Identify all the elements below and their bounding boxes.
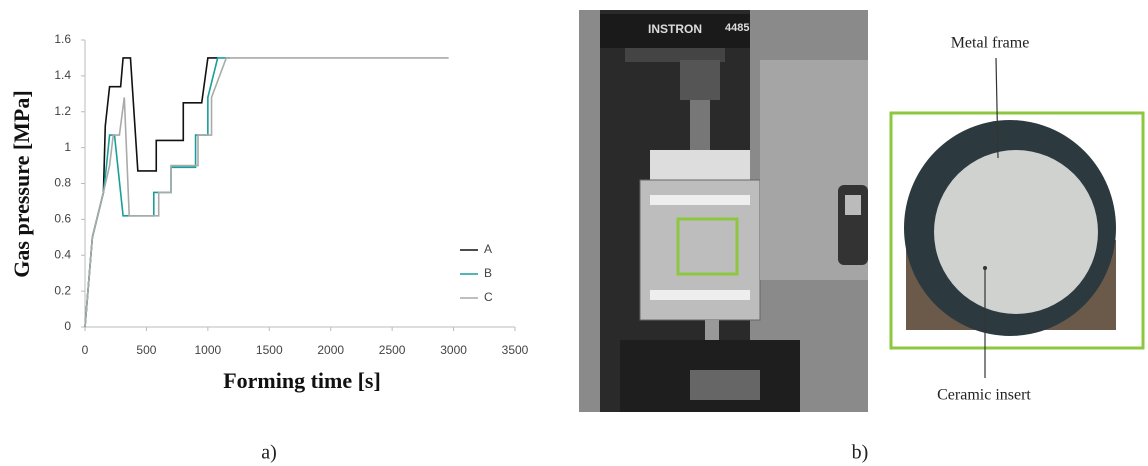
x-tick-label: 3000 [440,343,467,357]
y-tick-label: 1.6 [54,32,71,46]
legend-label: B [484,266,492,280]
x-tick-label: 2000 [317,343,344,357]
series-line [85,58,218,327]
y-tick-label: 0 [64,319,71,333]
x-tick-label: 1000 [195,343,222,357]
machine-model: 4485 [725,22,749,34]
y-axis-title: Gas pressure [MPa] [9,90,34,277]
insert-photo: Metal frame Ceramic insert [891,35,1143,404]
legend-label: A [484,242,492,256]
y-tick-label: 0.6 [54,212,71,226]
figure: INSTRON 4485 Metal frame Ceramic insert … [0,0,1148,466]
panel-label: b) [852,442,869,464]
y-tick-label: 0.4 [54,247,71,261]
x-tick-label: 2500 [379,343,406,357]
machine-brand: INSTRON [648,22,702,36]
series-line [85,58,449,327]
x-tick-label: 500 [136,343,156,357]
series-line [85,58,230,327]
y-tick-label: 1.4 [54,68,71,82]
panel-label: a) [261,442,277,464]
x-tick-label: 0 [82,343,89,357]
x-tick-label: 1500 [256,343,283,357]
x-axis-title: Forming time [s] [223,368,381,393]
annotation: Metal frame [951,35,1030,52]
annotation: Ceramic insert [937,387,1031,404]
x-tick-label: 3500 [502,343,529,357]
y-tick-label: 1.2 [54,104,71,118]
y-tick-label: 0.2 [54,283,71,297]
legend-label: C [484,290,493,304]
machine-photo: INSTRON 4485 [579,10,868,412]
y-tick-label: 1 [64,140,71,154]
y-tick-label: 0.8 [54,176,71,190]
